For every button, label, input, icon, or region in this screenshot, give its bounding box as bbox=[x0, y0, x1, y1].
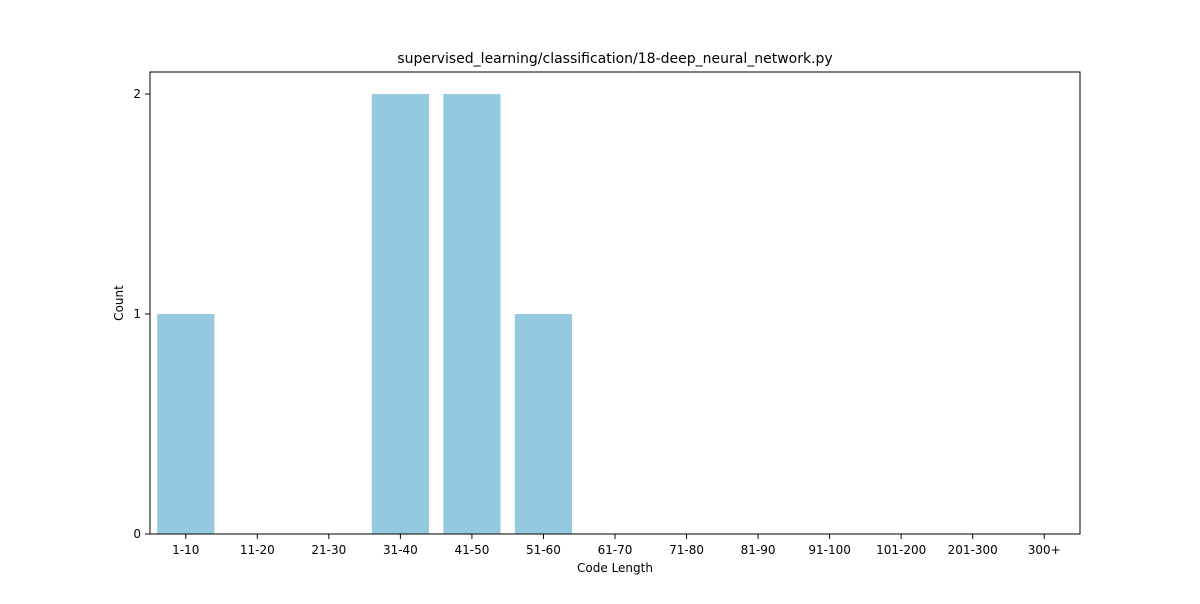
y-tick-label: 1 bbox=[133, 307, 141, 321]
x-tick-label: 71-80 bbox=[669, 543, 704, 557]
x-tick-label: 300+ bbox=[1028, 543, 1061, 557]
y-tick-label: 0 bbox=[133, 527, 141, 541]
bar-51-60 bbox=[514, 314, 573, 534]
x-tick-label: 101-200 bbox=[876, 543, 926, 557]
bar-31-40 bbox=[371, 94, 429, 534]
x-tick-label: 11-20 bbox=[240, 543, 275, 557]
bar-1-10 bbox=[157, 314, 215, 534]
x-tick-label: 41-50 bbox=[454, 543, 489, 557]
bar-41-50 bbox=[443, 94, 501, 534]
x-tick-label: 31-40 bbox=[383, 543, 418, 557]
x-tick-label: 91-100 bbox=[808, 543, 851, 557]
plot-frame bbox=[149, 71, 1081, 535]
x-tick-label: 61-70 bbox=[598, 543, 633, 557]
bars-group bbox=[157, 94, 573, 534]
y-axis: 0 1 2 bbox=[133, 87, 150, 541]
y-tick-label: 2 bbox=[133, 87, 141, 101]
x-tick-label: 21-30 bbox=[311, 543, 346, 557]
chart-title: supervised_learning/classification/18-de… bbox=[397, 51, 832, 67]
x-axis: 1-10 11-20 21-30 31-40 41-50 51-60 61-70 71-80 8… bbox=[172, 534, 1061, 557]
x-tick-label: 1-10 bbox=[172, 543, 199, 557]
x-tick-label: 201-300 bbox=[948, 543, 998, 557]
x-tick-label: 51-60 bbox=[526, 543, 561, 557]
x-tick-label: 81-90 bbox=[741, 543, 776, 557]
y-axis-label: Count bbox=[112, 285, 126, 321]
x-axis-label: Code Length bbox=[577, 561, 653, 575]
